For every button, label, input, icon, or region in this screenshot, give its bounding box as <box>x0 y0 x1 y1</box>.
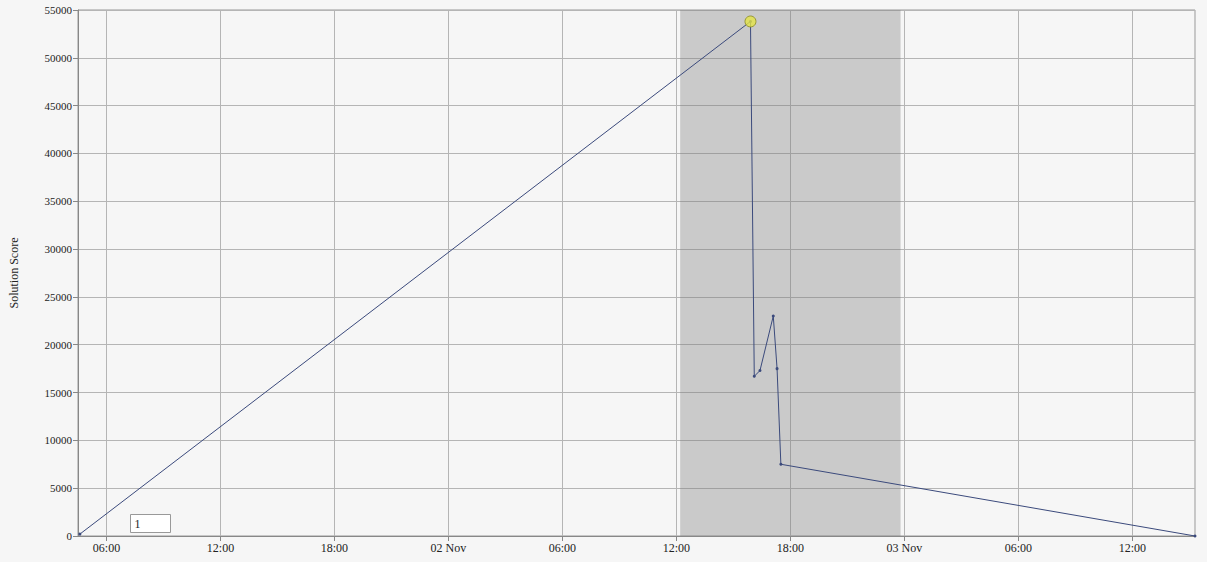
svg-text:12:00: 12:00 <box>1119 541 1146 555</box>
svg-text:15000: 15000 <box>45 387 73 399</box>
svg-text:18:00: 18:00 <box>777 541 804 555</box>
svg-text:0: 0 <box>67 530 73 542</box>
svg-text:02 Nov: 02 Nov <box>431 541 467 555</box>
svg-text:35000: 35000 <box>45 195 73 207</box>
svg-text:06:00: 06:00 <box>549 541 576 555</box>
svg-text:12:00: 12:00 <box>207 541 234 555</box>
svg-text:5000: 5000 <box>50 482 73 494</box>
svg-text:40000: 40000 <box>45 147 73 159</box>
svg-text:12:00: 12:00 <box>663 541 690 555</box>
svg-text:03 Nov: 03 Nov <box>887 541 923 555</box>
svg-text:55000: 55000 <box>45 4 73 16</box>
svg-text:10000: 10000 <box>45 434 73 446</box>
svg-text:06:00: 06:00 <box>1005 541 1032 555</box>
svg-text:18:00: 18:00 <box>321 541 348 555</box>
svg-text:20000: 20000 <box>45 339 73 351</box>
svg-text:45000: 45000 <box>45 100 73 112</box>
svg-text:1: 1 <box>135 517 141 531</box>
svg-text:Solution Score: Solution Score <box>7 238 21 309</box>
svg-text:06:00: 06:00 <box>93 541 120 555</box>
svg-text:50000: 50000 <box>45 52 73 64</box>
svg-text:30000: 30000 <box>45 243 73 255</box>
svg-text:25000: 25000 <box>45 291 73 303</box>
